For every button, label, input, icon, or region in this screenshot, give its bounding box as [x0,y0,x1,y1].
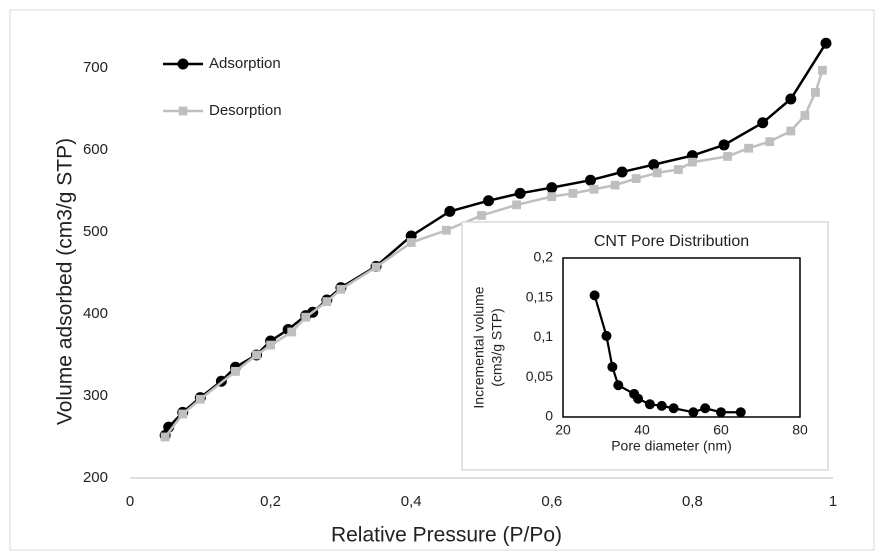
marker [818,65,827,75]
marker [483,195,495,207]
marker [568,188,578,198]
marker [744,143,754,153]
legend-marker [178,106,188,116]
marker [336,284,346,294]
x-axis-label: Relative Pressure (P/Po) [331,524,562,547]
marker [613,380,624,391]
x-axis-label: Pore diameter (nm) [611,438,732,454]
inset-frame [461,221,829,471]
marker [546,182,558,194]
marker [178,409,188,419]
x-tick-label: 1 [829,493,837,510]
x-tick-label: 60 [713,422,729,438]
marker [820,37,832,49]
marker [700,403,711,414]
y-tick-label: 600 [83,141,108,158]
y-tick-label: 700 [83,59,108,76]
marker [735,407,746,418]
x-tick-label: 0,4 [401,493,422,510]
marker [765,137,775,147]
marker [633,393,644,404]
marker [668,403,679,414]
marker [512,200,522,210]
marker [514,187,526,199]
marker [610,180,620,190]
y-tick-label: 500 [83,223,108,240]
marker [441,225,451,235]
marker [601,330,612,341]
marker [716,407,726,418]
y-axis-label: Incremental volume [471,286,487,408]
y-tick-label: 0 [545,408,553,424]
y-axis-label: Volume adsorbed (cm3/g STP) [54,138,77,425]
y-tick-label: 400 [83,305,108,322]
marker [584,174,596,186]
marker [607,361,618,372]
marker [160,432,170,442]
legend-label: Desorption [209,102,282,119]
x-tick-label: 0,2 [260,493,281,510]
marker [266,340,275,350]
marker [371,262,381,272]
marker [656,400,667,411]
marker [800,110,810,120]
x-tick-label: 20 [555,422,571,438]
marker [589,290,600,301]
y-tick-label: 300 [83,387,108,404]
y-tick-label: 200 [83,469,108,486]
legend-label: Adsorption [209,55,281,72]
y-axis-label: (cm3/g STP) [489,308,505,387]
plot-frame [562,257,801,418]
marker [631,174,641,183]
marker [195,394,205,404]
marker [786,126,796,136]
marker [589,184,599,194]
y-tick-label: 0,1 [534,328,554,344]
marker [688,407,699,418]
marker [785,93,797,105]
marker [406,238,416,247]
x-tick-label: 0 [126,493,134,510]
x-tick-label: 40 [634,422,650,438]
y-tick-label: 0,2 [534,249,554,265]
marker [477,211,486,220]
marker [648,159,660,171]
y-tick-label: 0,15 [526,288,553,304]
marker [688,157,697,167]
marker [644,399,655,410]
marker [757,117,769,129]
chart-title: CNT Pore Distribution [594,233,749,250]
x-tick-label: 0,6 [541,493,562,510]
legend-marker [177,58,189,70]
x-tick-label: 80 [792,422,808,438]
marker [718,139,730,151]
x-tick-label: 0,8 [682,493,703,510]
marker [723,152,732,161]
marker [673,165,683,174]
marker [547,192,557,202]
marker [252,350,261,360]
marker [652,168,662,178]
marker [811,88,820,97]
marker [322,297,332,307]
marker [301,312,311,322]
marker [616,166,628,178]
marker [287,327,297,337]
marker [444,205,456,217]
marker [231,366,240,376]
y-tick-label: 0,05 [526,368,553,384]
